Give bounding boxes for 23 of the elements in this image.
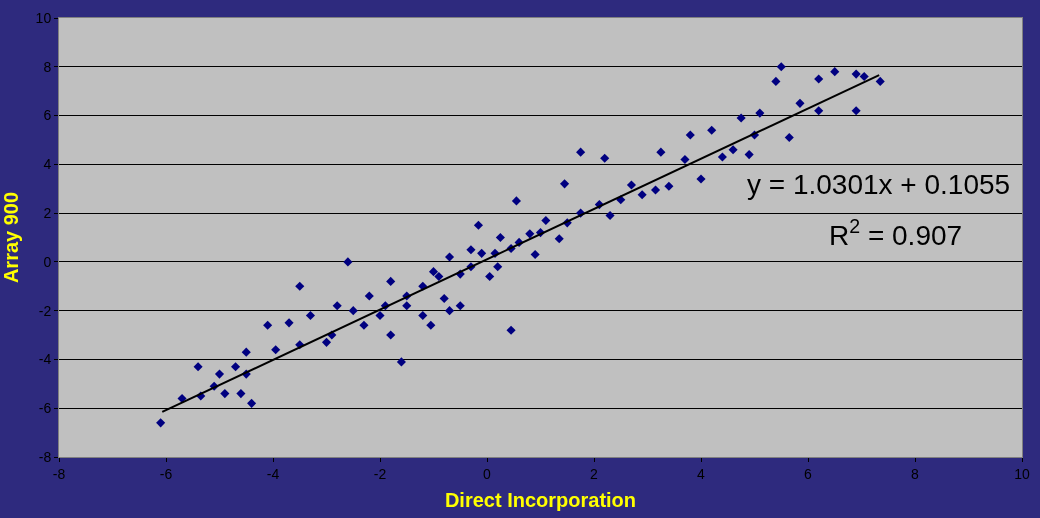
x-tick-label: 10 [1014, 465, 1030, 482]
y-tick-label: -8 [38, 448, 52, 465]
x-tick-label: 0 [483, 465, 492, 482]
y-tick-label: 2 [43, 205, 52, 222]
y-tick-label: -2 [38, 302, 52, 319]
y-tick-label: 8 [43, 58, 52, 75]
x-tick-label: 2 [590, 465, 599, 482]
x-axis-title: Direct Incorporation [444, 489, 637, 512]
annotation: y = 1.0301x + 0.1055 [747, 169, 1011, 200]
x-tick-label: 6 [804, 465, 813, 482]
y-tick-label: 10 [35, 9, 52, 26]
y-tick-label: 0 [43, 253, 52, 270]
y-tick-label: -6 [38, 400, 52, 417]
x-tick-label: -6 [159, 465, 173, 482]
y-axis-title: Array 900 [0, 191, 22, 284]
y-tick-label: -4 [38, 351, 52, 368]
y-tick-label: 4 [43, 156, 52, 173]
y-tick-label: 6 [43, 107, 52, 124]
annotation: R$^{2}$ = 0.907 [829, 215, 963, 251]
x-tick-label: 4 [697, 465, 706, 482]
x-tick-label: -4 [266, 465, 280, 482]
x-tick-label: 8 [911, 465, 920, 482]
x-tick-label: -2 [373, 465, 387, 482]
